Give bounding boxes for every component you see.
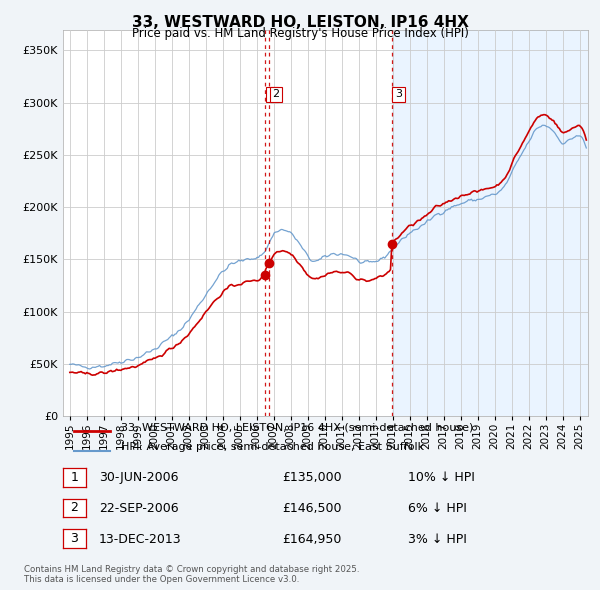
Text: £164,950: £164,950 [282,533,341,546]
Text: 1: 1 [70,471,79,484]
Text: 33, WESTWARD HO, LEISTON, IP16 4HX: 33, WESTWARD HO, LEISTON, IP16 4HX [131,15,469,30]
Text: 2: 2 [272,90,280,99]
Text: 6% ↓ HPI: 6% ↓ HPI [408,502,467,515]
Text: 33, WESTWARD HO, LEISTON, IP16 4HX (semi-detached house): 33, WESTWARD HO, LEISTON, IP16 4HX (semi… [121,422,473,432]
Text: £135,000: £135,000 [282,471,341,484]
Text: Contains HM Land Registry data © Crown copyright and database right 2025.
This d: Contains HM Land Registry data © Crown c… [24,565,359,584]
Text: 3: 3 [395,90,402,99]
Text: HPI: Average price, semi-detached house, East Suffolk: HPI: Average price, semi-detached house,… [121,442,424,452]
Text: 10% ↓ HPI: 10% ↓ HPI [408,471,475,484]
Text: 3: 3 [70,532,79,545]
Text: Price paid vs. HM Land Registry's House Price Index (HPI): Price paid vs. HM Land Registry's House … [131,27,469,40]
Text: £146,500: £146,500 [282,502,341,515]
Bar [392,30,588,416]
Text: 22-SEP-2006: 22-SEP-2006 [99,502,179,515]
Text: 2: 2 [70,502,79,514]
Text: 30-JUN-2006: 30-JUN-2006 [99,471,179,484]
Text: 1: 1 [268,90,275,99]
Text: 13-DEC-2013: 13-DEC-2013 [99,533,182,546]
Text: 3% ↓ HPI: 3% ↓ HPI [408,533,467,546]
